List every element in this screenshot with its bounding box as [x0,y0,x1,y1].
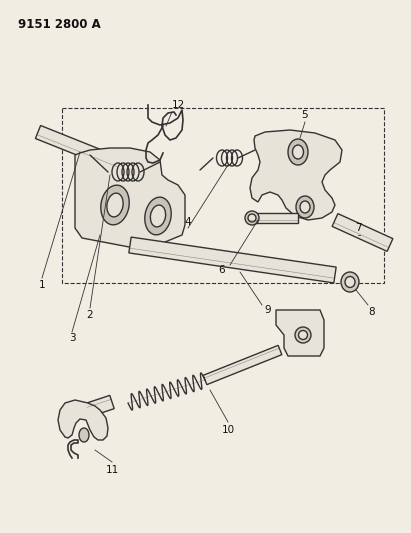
Text: 11: 11 [105,465,119,475]
Text: 5: 5 [302,110,308,120]
Text: 4: 4 [185,217,191,227]
Ellipse shape [295,327,311,343]
Bar [62,108,384,283]
Ellipse shape [245,211,259,225]
Ellipse shape [150,205,166,227]
Ellipse shape [107,193,123,217]
Ellipse shape [293,145,303,159]
Ellipse shape [296,196,314,218]
Polygon shape [248,213,298,223]
Ellipse shape [298,330,307,340]
Text: 10: 10 [222,425,235,435]
Text: 1: 1 [39,280,45,290]
Ellipse shape [288,139,308,165]
Polygon shape [75,148,185,250]
Text: 8: 8 [369,307,375,317]
Text: 9151 2800 A: 9151 2800 A [18,18,101,31]
Text: 6: 6 [219,265,225,275]
Polygon shape [86,395,114,417]
Text: 9: 9 [265,305,271,315]
Ellipse shape [345,277,355,287]
Ellipse shape [145,197,171,235]
Text: 3: 3 [69,333,75,343]
Polygon shape [58,400,108,440]
Polygon shape [276,310,324,356]
Ellipse shape [300,201,310,213]
Ellipse shape [101,185,129,225]
Polygon shape [35,125,120,171]
Ellipse shape [248,214,256,222]
Polygon shape [332,214,393,252]
Polygon shape [203,345,282,385]
Text: 7: 7 [355,223,361,233]
Text: 12: 12 [171,100,185,110]
Ellipse shape [79,428,89,442]
Text: 2: 2 [87,310,93,320]
Ellipse shape [341,272,359,292]
Polygon shape [250,130,342,220]
Polygon shape [129,237,336,283]
